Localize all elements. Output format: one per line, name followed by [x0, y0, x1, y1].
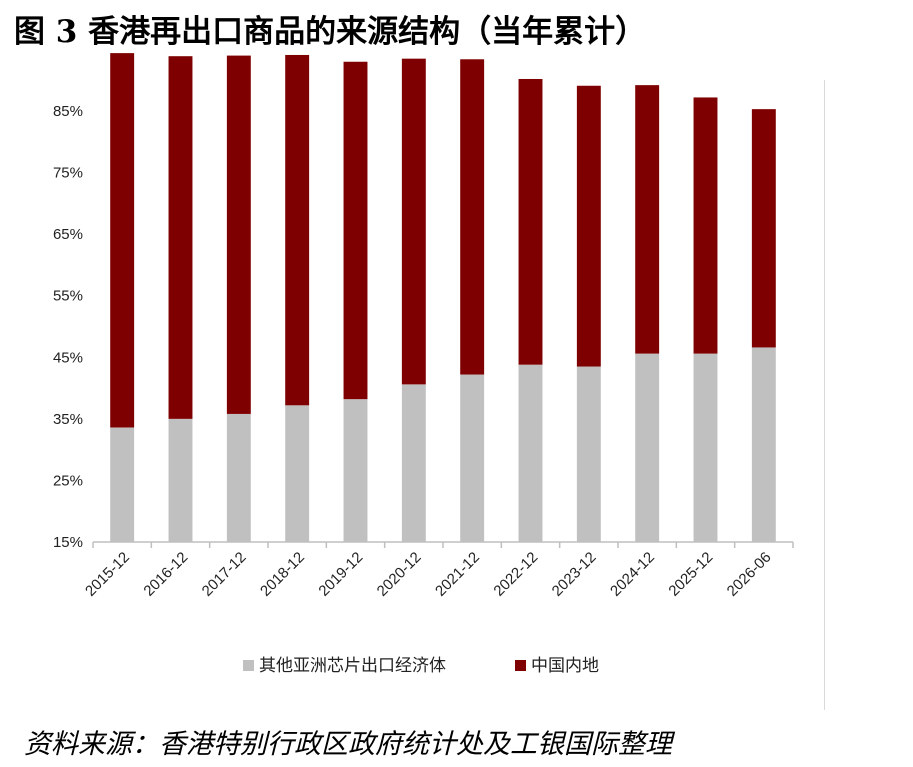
x-tick-label: 2022-12 — [490, 549, 541, 600]
bar-mainland — [576, 85, 601, 367]
x-tick-label: 2021-12 — [432, 549, 483, 600]
legend: 其他亚洲芯片出口经济体 中国内地 — [243, 656, 599, 676]
legend-label: 其他亚洲芯片出口经济体 — [259, 656, 446, 676]
y-tick-label: 75% — [53, 165, 83, 182]
bar-other-asia — [693, 353, 718, 542]
x-tick-label: 2024-12 — [607, 549, 658, 600]
chart-title: 图 3 香港再出口商品的来源结构（当年累计） — [14, 14, 647, 50]
legend-swatch — [515, 660, 526, 671]
x-tick-label: 2023-12 — [549, 549, 600, 600]
bar-other-asia — [110, 427, 135, 542]
bar-mainland — [343, 61, 368, 400]
y-tick-label: 65% — [53, 226, 83, 243]
divider-line — [824, 80, 825, 710]
bar-mainland — [518, 78, 543, 365]
bar-mainland — [460, 59, 485, 375]
source-note: 资料来源：香港特别行政区政府统计处及工银国际整理 — [24, 729, 672, 760]
bar-mainland — [751, 109, 776, 348]
bar-other-asia — [576, 366, 601, 542]
bar-other-asia — [460, 374, 485, 542]
bar-other-asia — [343, 399, 368, 542]
y-tick-label: 85% — [53, 103, 83, 120]
x-tick-label: 2017-12 — [199, 549, 250, 600]
bar-other-asia — [751, 347, 776, 542]
y-axis: 15% 25% 35% 45% 55% 65% 75% 85% — [53, 103, 83, 551]
bar-other-asia — [518, 364, 543, 542]
bar-group — [110, 53, 776, 542]
y-tick-label: 45% — [53, 349, 83, 366]
x-tick-label: 2015-12 — [82, 549, 133, 600]
y-tick-label: 35% — [53, 411, 83, 428]
bar-mainland — [401, 58, 426, 385]
bar-mainland — [168, 56, 193, 419]
bar-other-asia — [635, 353, 660, 542]
bar-other-asia — [226, 413, 251, 542]
legend-swatch — [243, 660, 254, 671]
x-tick-label: 2020-12 — [374, 549, 425, 600]
x-tick-label: 2018-12 — [257, 549, 308, 600]
bar-mainland — [110, 53, 135, 428]
y-tick-label: 25% — [53, 472, 83, 489]
x-tick-label: 2026-06 — [724, 549, 775, 600]
bar-other-asia — [401, 384, 426, 542]
y-tick-label: 55% — [53, 288, 83, 305]
x-tick-label: 2025-12 — [665, 549, 716, 600]
y-tick-label: 15% — [53, 534, 83, 551]
bar-mainland — [226, 55, 251, 414]
bar-mainland — [635, 85, 660, 354]
bar-mainland — [693, 97, 718, 354]
legend-label: 中国内地 — [531, 656, 599, 676]
x-axis: 2015-12 2016-12 2017-12 2018-12 2019-12 2020-… — [82, 541, 794, 600]
bar-mainland — [285, 54, 310, 406]
bar-other-asia — [168, 418, 193, 542]
x-tick-label: 2019-12 — [315, 549, 366, 600]
x-tick-label: 2016-12 — [140, 549, 191, 600]
bar-other-asia — [285, 405, 310, 542]
